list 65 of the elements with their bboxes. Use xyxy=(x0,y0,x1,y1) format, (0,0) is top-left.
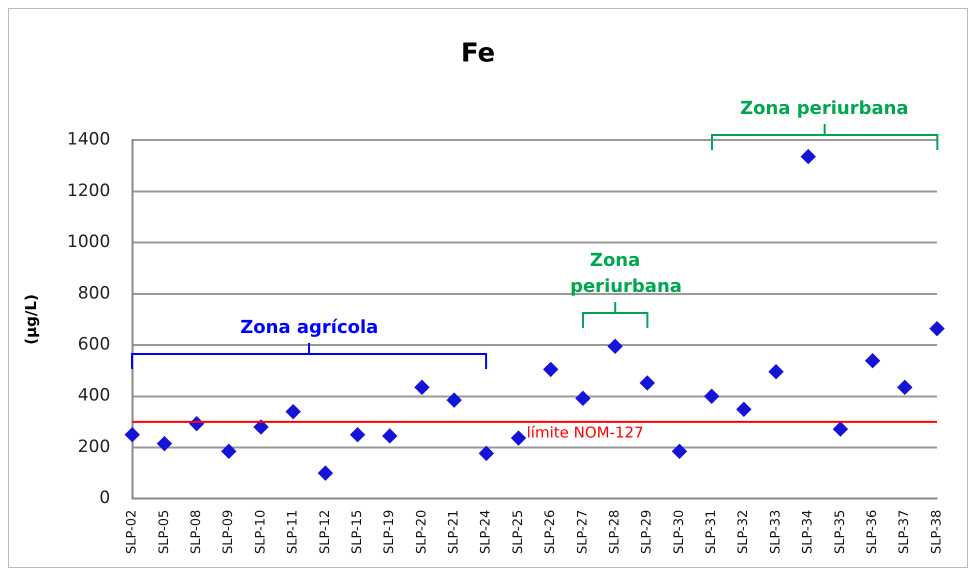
annotation: Zona agrícola xyxy=(240,316,378,340)
x-tick-label: SLP-24 xyxy=(478,510,494,554)
point xyxy=(575,390,590,406)
point xyxy=(382,428,398,444)
point xyxy=(768,364,784,380)
y-tick-label: 800 xyxy=(78,283,110,304)
point xyxy=(608,338,623,354)
x-tick-label: SLP-38 xyxy=(929,510,944,554)
point xyxy=(318,466,333,481)
point xyxy=(704,388,720,404)
x-tick-label: SLP-10 xyxy=(253,510,268,554)
y-tick-label: 200 xyxy=(78,436,110,457)
x-tick-label: SLP-29 xyxy=(640,510,655,554)
x-tick-label: SLP-05 xyxy=(156,510,172,554)
x-tick-label: SLP-08 xyxy=(189,510,204,554)
x-tick-label: SLP-35 xyxy=(832,510,848,554)
chart-title: Fe xyxy=(460,38,496,68)
y-tick-label: 400 xyxy=(78,386,110,406)
point xyxy=(446,392,462,408)
x-tick-label: SLP-09 xyxy=(221,510,236,554)
point xyxy=(254,420,269,435)
x-tick-label: SLP-11 xyxy=(286,510,301,554)
point xyxy=(672,444,687,459)
ref-line-label: límite NOM-127 xyxy=(526,423,644,442)
x-tick-label: SLP-37 xyxy=(897,510,912,554)
x-tick-label: SLP-33 xyxy=(768,510,784,554)
x-tick-label: SLP-12 xyxy=(318,510,333,554)
point xyxy=(865,353,880,368)
text: Zona periurbana xyxy=(740,97,909,122)
annotation: Zona periurbana xyxy=(570,249,682,300)
point xyxy=(800,149,816,164)
point xyxy=(478,446,494,461)
y-tick-label: 1000 xyxy=(67,232,110,252)
x-tick-label: SLP-19 xyxy=(382,510,398,554)
point xyxy=(350,427,366,442)
x-tick-label: SLP-21 xyxy=(446,510,462,554)
point xyxy=(736,402,752,417)
x-tick-label: SLP-34 xyxy=(800,510,816,554)
y-axis-title: (µg/L) xyxy=(22,294,40,345)
x-tick-label: SLP-02 xyxy=(124,510,140,554)
point xyxy=(286,404,301,420)
point xyxy=(897,380,912,395)
point xyxy=(414,380,430,395)
y-tick-label: 1200 xyxy=(67,180,110,201)
x-tick-label: SLP-30 xyxy=(672,510,687,554)
point xyxy=(640,375,655,390)
x-tick-label: SLP-36 xyxy=(864,510,880,554)
point xyxy=(543,362,558,377)
y-tick-label: 0 xyxy=(99,488,110,508)
point xyxy=(832,422,848,437)
point xyxy=(930,321,944,336)
x-tick-label: SLP-15 xyxy=(350,510,365,554)
x-tick-label: SLP-32 xyxy=(736,510,752,554)
point xyxy=(511,430,526,446)
y-tick-label: 600 xyxy=(78,334,110,354)
x-tick-label: SLP-27 xyxy=(575,510,590,554)
point xyxy=(124,427,140,442)
x-tick-label: SLP-26 xyxy=(543,510,558,554)
x-tick-label: SLP-31 xyxy=(704,510,720,554)
x-tick-label: SLP-20 xyxy=(414,510,430,554)
y-tick-label: 1400 xyxy=(67,130,110,150)
x-tick-label: SLP-28 xyxy=(607,510,622,554)
x-tick-label: SLP-25 xyxy=(510,510,526,554)
point xyxy=(156,436,172,452)
point xyxy=(221,444,236,459)
